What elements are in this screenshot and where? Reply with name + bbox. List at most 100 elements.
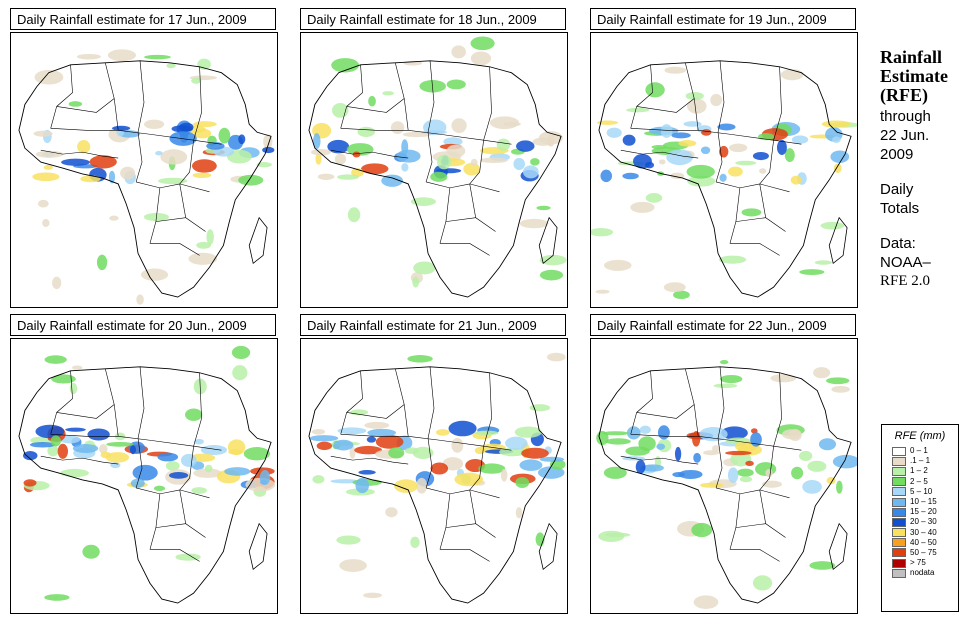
continent-outline xyxy=(18,366,272,604)
rain-patch xyxy=(43,165,54,170)
rain-patch xyxy=(602,431,629,436)
sidebar-info: Rainfall Estimate (RFE) through 22 Jun. … xyxy=(880,48,964,291)
rain-patch xyxy=(238,174,264,186)
country-border xyxy=(149,493,161,550)
rain-patch xyxy=(750,432,762,447)
rain-patch xyxy=(770,374,797,383)
rain-patch xyxy=(332,102,349,118)
rain-patch xyxy=(818,438,837,451)
rain-patch xyxy=(50,435,61,447)
continent-outline xyxy=(598,366,852,604)
totals-label: Totals xyxy=(880,200,920,217)
legend-label: 1 – 2 xyxy=(910,466,928,476)
country-border xyxy=(445,523,476,528)
map-panel-3: Daily Rainfall estimate for 19 Jun., 200… xyxy=(590,8,858,308)
country-border xyxy=(50,434,222,451)
rain-patch xyxy=(664,66,687,74)
rain-patch xyxy=(719,360,729,365)
map-panel-2: Daily Rainfall estimate for 18 Jun., 200… xyxy=(300,8,568,308)
rain-patch xyxy=(546,352,566,362)
rain-patch xyxy=(780,69,804,81)
rain-patch xyxy=(809,561,836,570)
rain-patch xyxy=(60,468,89,478)
rain-patch xyxy=(836,480,843,494)
rain-patch xyxy=(660,124,673,138)
rain-patch xyxy=(832,454,857,469)
rain-patch xyxy=(52,276,62,290)
rain-patch xyxy=(32,172,60,182)
country-border xyxy=(56,404,115,419)
through-label: through xyxy=(880,108,931,125)
continent-outline xyxy=(308,60,562,298)
country-border xyxy=(759,183,786,232)
rain-patch xyxy=(401,163,409,172)
rain-patch xyxy=(132,464,158,481)
legend-swatch xyxy=(892,507,906,517)
through-year: 2009 xyxy=(880,146,914,163)
country-border xyxy=(630,128,802,145)
rain-patch xyxy=(642,464,664,472)
rain-patch xyxy=(719,173,727,182)
country-border xyxy=(193,372,202,447)
legend-label: 0 – 1 xyxy=(910,446,928,456)
country-border xyxy=(425,181,500,193)
legend-swatch xyxy=(892,456,906,466)
rain-patch xyxy=(638,436,656,452)
island-outline xyxy=(828,522,848,571)
panel-title: Daily Rainfall estimate for 19 Jun., 200… xyxy=(590,8,856,30)
rain-patch xyxy=(538,131,563,145)
rainfall-map xyxy=(300,338,568,614)
country-border xyxy=(105,368,119,437)
country-border xyxy=(135,132,143,182)
rain-patch xyxy=(831,385,850,393)
country-border xyxy=(735,217,766,222)
rain-patch xyxy=(639,425,651,434)
rain-patch xyxy=(436,168,462,174)
country-border xyxy=(330,455,409,465)
country-border xyxy=(340,128,512,145)
panel-title: Daily Rainfall estimate for 22 Jun., 200… xyxy=(590,314,856,336)
rain-patch xyxy=(762,480,782,488)
rain-patch xyxy=(430,462,449,475)
legend-label: .1 – 1 xyxy=(910,456,931,466)
rain-patch xyxy=(729,143,748,153)
rain-patch xyxy=(368,95,376,107)
rain-patch xyxy=(725,450,752,456)
rain-patch xyxy=(361,163,389,175)
rain-patch xyxy=(357,126,375,137)
rain-patch xyxy=(317,173,335,180)
rain-patch xyxy=(595,289,610,294)
country-border xyxy=(179,446,194,491)
rain-patch xyxy=(788,429,802,442)
legend-swatch xyxy=(892,538,906,548)
country-border xyxy=(715,487,790,499)
rain-patch xyxy=(352,151,361,158)
rain-patch xyxy=(160,149,188,165)
rainfall-map xyxy=(10,32,278,308)
rain-patch xyxy=(168,471,189,479)
rain-patch xyxy=(410,536,420,548)
country-border xyxy=(50,370,73,435)
rain-patch xyxy=(470,36,495,51)
rain-patch xyxy=(188,252,218,265)
rain-patch xyxy=(799,269,825,275)
rain-patch xyxy=(106,441,134,447)
rain-patch xyxy=(496,138,511,151)
country-border xyxy=(137,366,145,439)
rain-patch xyxy=(130,478,145,488)
country-border xyxy=(179,140,194,185)
rain-patch xyxy=(259,470,271,486)
rain-patch xyxy=(224,467,251,476)
country-border xyxy=(439,243,490,256)
rain-patch xyxy=(315,152,322,165)
rain-patch xyxy=(739,476,753,483)
rain-patch xyxy=(626,426,641,440)
rain-patch xyxy=(108,170,116,184)
rain-patch xyxy=(448,420,477,437)
rain-patch xyxy=(446,144,466,158)
country-border xyxy=(50,128,222,145)
legend-label: 2 – 5 xyxy=(910,476,928,486)
rain-patch xyxy=(430,171,448,182)
legend-item: 10 – 15 xyxy=(892,497,958,507)
